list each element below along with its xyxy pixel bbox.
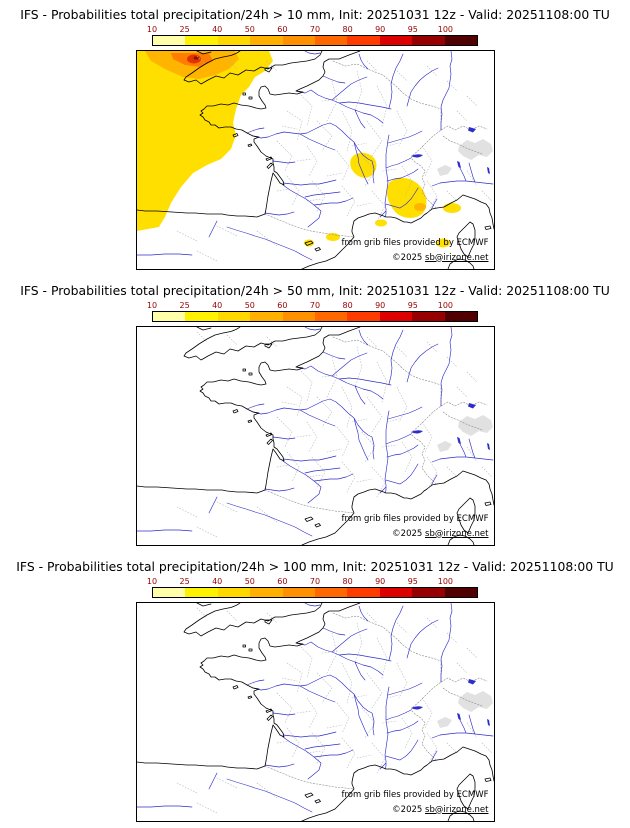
colorbar-segment bbox=[347, 312, 380, 321]
colorbar-segment bbox=[217, 36, 251, 45]
colorbar-segment bbox=[217, 312, 251, 321]
colorbar-segment bbox=[185, 588, 218, 597]
attribution-email-link[interactable]: sb@irizone.net bbox=[425, 528, 489, 539]
tick-label: 90 bbox=[375, 301, 386, 310]
tick-label: 40 bbox=[212, 577, 223, 586]
colorbar-segment bbox=[315, 36, 348, 45]
tick-label: 95 bbox=[407, 301, 418, 310]
tick-label: 70 bbox=[309, 301, 321, 310]
colorbar-ticks: 10 25 40 50 60 70 80 90 95 100 bbox=[147, 301, 478, 311]
colorbar-gradient bbox=[152, 587, 478, 598]
colorbar-gradient bbox=[152, 311, 478, 322]
tick-label: 60 bbox=[277, 577, 288, 586]
colorbar-segment bbox=[282, 588, 316, 597]
probability-colorbar: 10 25 40 50 60 70 80 90 95 100 bbox=[147, 25, 478, 46]
panel-title: IFS - Probabilities total precipitation/… bbox=[20, 7, 610, 22]
tick-label: 80 bbox=[342, 577, 353, 586]
tick-label: 95 bbox=[407, 25, 418, 34]
attribution-source: from grib files provided by ECMWF bbox=[341, 790, 489, 801]
map-region: from grib files provided by ECMWF ©2025 … bbox=[135, 326, 495, 546]
attribution-email-link[interactable]: sb@irizone.net bbox=[425, 804, 489, 815]
colorbar-segment bbox=[185, 312, 218, 321]
colorbar-segment bbox=[444, 312, 478, 321]
attribution-copyright-line: ©2025 sb@irizone.net bbox=[342, 803, 489, 817]
panel-precip-gt-100mm: IFS - Probabilities total precipitation/… bbox=[0, 552, 630, 828]
colorbar-segment bbox=[282, 36, 316, 45]
colorbar-segment bbox=[153, 36, 186, 45]
tick-label: 60 bbox=[277, 301, 288, 310]
colorbar-segment bbox=[153, 312, 186, 321]
probability-colorbar: 10 25 40 50 60 70 80 90 95 100 bbox=[147, 301, 478, 322]
attribution-copyright-line: ©2025 sb@irizone.net bbox=[342, 527, 489, 541]
attribution: from grib files provided by ECMWF ©2025 … bbox=[342, 788, 489, 817]
attribution-copyright-line: ©2025 sb@irizone.net bbox=[342, 251, 489, 265]
attribution-email-link[interactable]: sb@irizone.net bbox=[425, 252, 489, 263]
colorbar-segment bbox=[153, 588, 186, 597]
colorbar-segment bbox=[444, 588, 478, 597]
copyright-text: ©2025 bbox=[392, 252, 423, 263]
tick-label: 90 bbox=[375, 25, 386, 34]
colorbar-segment bbox=[379, 36, 413, 45]
tick-label: 90 bbox=[375, 577, 386, 586]
attribution: from grib files provided by ECMWF ©2025 … bbox=[342, 236, 489, 265]
colorbar-segment bbox=[347, 36, 380, 45]
colorbar-segment bbox=[185, 36, 218, 45]
colorbar-segment bbox=[282, 312, 316, 321]
tick-label: 60 bbox=[277, 25, 288, 34]
panel-title: IFS - Probabilities total precipitation/… bbox=[20, 283, 610, 298]
probability-colorbar: 10 25 40 50 60 70 80 90 95 100 bbox=[147, 577, 478, 598]
tick-label: 40 bbox=[212, 301, 223, 310]
tick-label: 25 bbox=[179, 577, 190, 586]
tick-label: 80 bbox=[342, 301, 353, 310]
attribution: from grib files provided by ECMWF ©2025 … bbox=[342, 512, 489, 541]
panel-title: IFS - Probabilities total precipitation/… bbox=[16, 559, 614, 574]
tick-label: 50 bbox=[244, 25, 255, 34]
colorbar-segment bbox=[412, 36, 445, 45]
tick-label: 100 bbox=[437, 25, 454, 34]
panel-precip-gt-50mm: IFS - Probabilities total precipitation/… bbox=[0, 276, 630, 552]
tick-label: 10 bbox=[146, 301, 158, 310]
colorbar-segment bbox=[315, 312, 348, 321]
tick-label: 50 bbox=[244, 301, 255, 310]
colorbar-segment bbox=[250, 312, 283, 321]
attribution-source: from grib files provided by ECMWF bbox=[341, 514, 489, 525]
colorbar-segment bbox=[412, 312, 445, 321]
colorbar-gradient bbox=[152, 35, 478, 46]
tick-label: 50 bbox=[244, 577, 255, 586]
copyright-text: ©2025 bbox=[392, 804, 423, 815]
colorbar-segment bbox=[217, 588, 251, 597]
colorbar-segment bbox=[444, 36, 478, 45]
colorbar-segment bbox=[412, 588, 445, 597]
tick-label: 10 bbox=[146, 25, 158, 34]
tick-label: 40 bbox=[212, 25, 223, 34]
tick-label: 70 bbox=[309, 25, 321, 34]
panel-precip-gt-10mm: IFS - Probabilities total precipitation/… bbox=[0, 0, 630, 276]
colorbar-segment bbox=[347, 588, 380, 597]
map-region: from grib files provided by ECMWF ©2025 … bbox=[135, 50, 495, 270]
map-region: from grib files provided by ECMWF ©2025 … bbox=[135, 602, 495, 822]
colorbar-segment bbox=[250, 36, 283, 45]
tick-label: 100 bbox=[437, 577, 454, 586]
tick-label: 25 bbox=[179, 301, 190, 310]
attribution-source: from grib files provided by ECMWF bbox=[341, 238, 489, 249]
tick-label: 80 bbox=[342, 25, 353, 34]
tick-label: 10 bbox=[146, 577, 158, 586]
colorbar-ticks: 10 25 40 50 60 70 80 90 95 100 bbox=[147, 577, 478, 587]
colorbar-segment bbox=[379, 588, 413, 597]
colorbar-ticks: 10 25 40 50 60 70 80 90 95 100 bbox=[147, 25, 478, 35]
copyright-text: ©2025 bbox=[392, 528, 423, 539]
tick-label: 70 bbox=[309, 577, 321, 586]
tick-label: 25 bbox=[179, 25, 190, 34]
tick-label: 95 bbox=[407, 577, 418, 586]
colorbar-segment bbox=[379, 312, 413, 321]
tick-label: 100 bbox=[437, 301, 454, 310]
colorbar-segment bbox=[315, 588, 348, 597]
colorbar-segment bbox=[250, 588, 283, 597]
